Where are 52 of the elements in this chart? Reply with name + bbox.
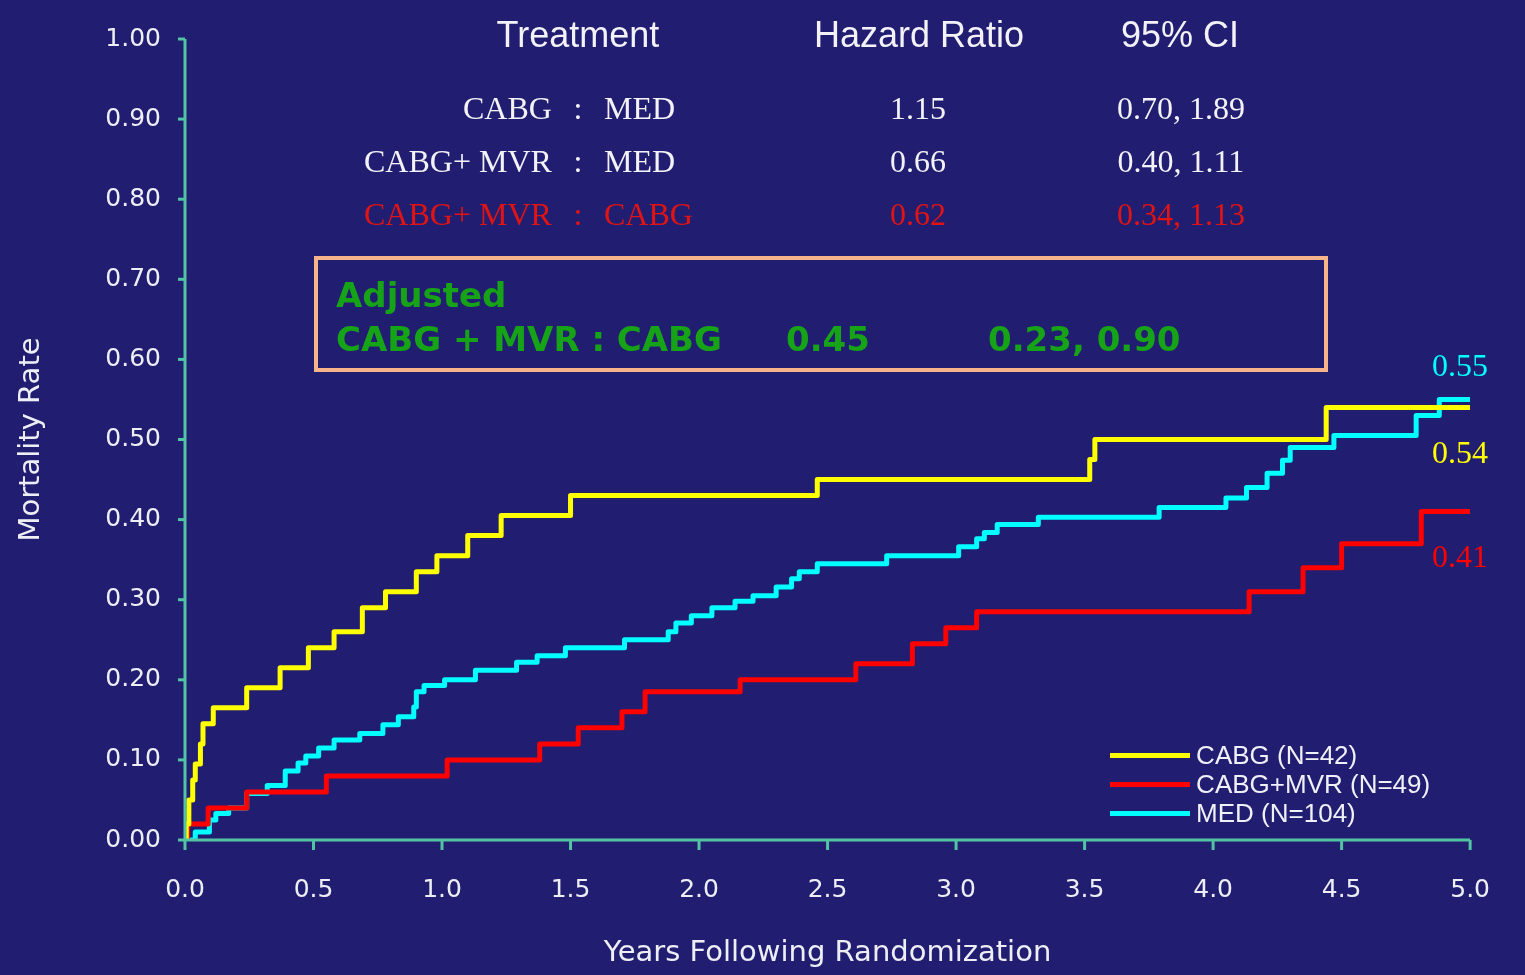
y-tick-label: 0.20: [105, 663, 161, 693]
x-axis-title: Years Following Randomization: [602, 934, 1052, 969]
annotation: 0.23, 0.90: [988, 319, 1181, 359]
y-tick-label: 0.10: [105, 743, 161, 773]
y-tick-label: 0.30: [105, 583, 161, 613]
annotation: CABG+ MVR: [364, 143, 552, 179]
x-tick-label: 2.0: [679, 873, 719, 903]
legend-label: MED (N=104): [1196, 798, 1356, 829]
annotation: CABG + MVR : CABG: [336, 319, 722, 359]
legend-label: CABG (N=42): [1196, 740, 1358, 771]
x-tick-label: 2.5: [807, 873, 848, 903]
x-tick-label: 0.5: [293, 873, 334, 903]
data-label: 0.55: [1432, 346, 1489, 383]
annotation: 0.62: [890, 196, 946, 232]
annotation: 1.15: [890, 90, 946, 126]
annotation: CABG: [463, 90, 552, 126]
annotation: 0.45: [786, 319, 870, 359]
legend-label: CABG+MVR (N=49): [1196, 769, 1431, 800]
annotation: MED: [604, 90, 676, 126]
annotation: Hazard Ratio: [814, 14, 1025, 55]
data-label: 0.41: [1432, 538, 1489, 574]
annotation: 95% CI: [1121, 14, 1240, 55]
annotation: 0.70, 1.89: [1117, 90, 1245, 126]
x-tick-label: 4.0: [1193, 873, 1233, 903]
y-tick-label: 0.90: [105, 102, 161, 132]
data-label: 0.54: [1432, 433, 1489, 470]
y-axis-title: Mortality Rate: [11, 337, 46, 542]
annotation: CABG+ MVR: [364, 196, 552, 232]
x-tick-label: 4.5: [1321, 873, 1362, 903]
annotation: 0.66: [890, 143, 946, 179]
annotation: CABG: [604, 196, 693, 232]
y-tick-label: 0.80: [105, 182, 161, 212]
annotation: 0.40, 1.11: [1117, 143, 1245, 179]
x-tick-label: 1.0: [422, 873, 462, 903]
annotation: :: [573, 143, 583, 179]
annotation: :: [573, 196, 583, 232]
annotation: Adjusted: [336, 275, 507, 315]
x-tick-label: 1.5: [550, 873, 591, 903]
y-tick-label: 1.00: [105, 22, 161, 52]
x-tick-label: 0.0: [165, 873, 205, 903]
annotation: Treatment: [496, 14, 660, 55]
x-tick-label: 3.0: [936, 873, 976, 903]
y-tick-label: 0.70: [105, 262, 161, 292]
y-tick-label: 0.50: [105, 423, 161, 452]
y-tick-label: 0.60: [105, 342, 161, 372]
annotation: 0.34, 1.13: [1117, 196, 1245, 232]
x-tick-label: 3.5: [1064, 873, 1105, 903]
y-tick-label: 0.00: [105, 823, 161, 853]
y-tick-label: 0.40: [105, 503, 161, 533]
annotation: :: [573, 90, 583, 126]
annotation: MED: [604, 143, 676, 179]
x-tick-label: 5.0: [1450, 873, 1490, 903]
